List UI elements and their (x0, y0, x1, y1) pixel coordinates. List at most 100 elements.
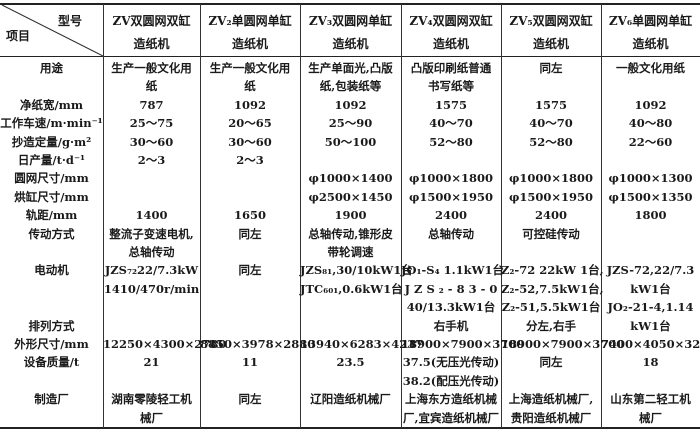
table-cell: 25～75 (129, 116, 174, 131)
table-cell: φ1000×1300 (608, 171, 693, 186)
table-cell: 凸版印刷纸普通 (410, 61, 492, 75)
table-cell: 生产一般文化用 (209, 61, 291, 75)
table-cell: 同左 (238, 263, 262, 278)
table-cell: 11 (241, 355, 258, 370)
table-cell: 总轴传动,锥形皮 (308, 226, 393, 241)
table-cell: 生产一般文化用 (111, 61, 192, 75)
table-cell: 7400×4050×3200 (601, 337, 700, 351)
row-label: 排列方式 (28, 318, 75, 333)
table-cell: kW1台 (630, 281, 671, 296)
table-cell: 8850×3978×2880 (200, 337, 316, 351)
table-cell: Z₂-52,7.5kW1台, (501, 281, 604, 296)
row-label: 制造厂 (34, 392, 69, 407)
table-cell: 25～90 (328, 116, 373, 131)
table-cell: 30～60 (228, 134, 272, 149)
row-label: 抄造定量/g·m² (11, 134, 92, 149)
table-cell: 1092 (634, 97, 667, 112)
table-cell: 1800 (634, 208, 667, 223)
bottom-rule (0, 427, 700, 429)
table-cell: 上海东方造纸机械 (405, 392, 497, 407)
corner-item-label: 项目 (6, 29, 31, 43)
table-cell: 50～100 (324, 134, 377, 149)
table-cell: 贵阳造纸机械厂 (510, 410, 592, 425)
row-label: 电动机 (34, 263, 69, 278)
model-header: 造纸机 (432, 37, 469, 51)
row-label: 外形尺寸/mm (14, 337, 89, 351)
table-cell: 右手机 (433, 318, 469, 333)
model-header: 造纸机 (332, 37, 369, 51)
table-cell: 1900 (334, 208, 367, 223)
table-cell: 上海造纸机械厂, (508, 392, 594, 407)
column-divider (300, 4, 301, 428)
column-divider (601, 4, 602, 428)
table-cell: Z₂-51,5.5kW1台 (501, 300, 601, 315)
table-cell: 同左 (238, 392, 262, 407)
table-cell: 22～60 (628, 134, 673, 149)
table-cell: φ1000×1400 (308, 171, 393, 186)
table-cell: 纸 (145, 79, 158, 94)
table-cell: 生产单面光,凸版 (308, 61, 393, 75)
table-cell: 20～65 (228, 116, 272, 131)
table-cell: 2400 (534, 208, 567, 223)
table-cell: φ1000×1800 (508, 171, 594, 186)
table-cell: 湖南零陵轻工机 (111, 392, 192, 407)
table-cell: 40/13.3kW1台 (406, 300, 496, 315)
table-cell: Z₂-72 22kW 1台, (501, 263, 604, 278)
column-divider (401, 4, 402, 428)
table-cell: 辽阳造纸机械厂 (310, 392, 391, 407)
table-cell: 37.5(无压光传动) (402, 355, 500, 370)
table-cell: 书写纸等 (428, 79, 474, 94)
row-label: 用途 (40, 61, 63, 75)
model-header: ZV双圆网双缸 (112, 14, 191, 28)
diagonal-header-line (1, 4, 104, 57)
model-header: ZV₄双圆网双缸 (409, 14, 493, 28)
table-cell: 1410/470r/min (103, 281, 200, 296)
table-cell: 2～3 (137, 153, 166, 167)
table-cell: 23.5 (336, 355, 365, 370)
row-label: 日产量/t·d⁻¹ (17, 153, 86, 167)
table-cell: 52～80 (529, 134, 573, 149)
table-cell: JO₂-21-4,1.14 (607, 300, 694, 315)
table-cell: 1092 (334, 97, 367, 112)
table-cell: 1575 (434, 97, 467, 112)
row-label: 传动方式 (28, 226, 75, 241)
top-rule (0, 3, 700, 5)
table-cell: kW1台 (630, 318, 671, 333)
table-cell: 纸,包装纸等 (319, 79, 382, 94)
table-cell: 可控硅传动 (522, 226, 580, 241)
table-cell: 一般文化用纸 (616, 61, 685, 75)
table-cell: 40～70 (529, 116, 573, 131)
model-header: ZV₃双圆网单缸 (308, 14, 393, 28)
table-cell: 21 (143, 355, 160, 370)
model-header: ZV₂单圆网单缸 (208, 14, 292, 28)
table-cell: φ1500×1950 (508, 189, 594, 204)
table-cell: 40～80 (628, 116, 673, 131)
table-cell: 13940×6283×4237 (300, 337, 424, 351)
table-cell: 械厂 (639, 410, 662, 425)
table-cell: 1092 (233, 97, 266, 112)
table-cell: JTC₆₀₁,0.6kW1台 (300, 281, 403, 296)
table-cell: 18 (642, 355, 659, 370)
column-divider (103, 4, 104, 428)
table-cell: 厂,宜宾造纸机械厂 (402, 410, 499, 425)
model-header: ZV₆单圆网单缸 (608, 14, 693, 28)
table-cell: 52～80 (429, 134, 473, 149)
header-rule (0, 56, 700, 57)
model-header: 造纸机 (532, 37, 569, 51)
table-cell: 带轮调速 (327, 245, 374, 259)
table-cell: JZS-72,22/7.3 (606, 263, 695, 278)
table-cell: 总轴传动 (128, 245, 175, 259)
row-label: 净纸宽/mm (19, 97, 84, 112)
table-cell: 30～60 (129, 134, 174, 149)
table-cell: 787 (139, 97, 164, 112)
model-header: 造纸机 (231, 37, 268, 51)
table-cell: 18900×7900×3700 (401, 337, 525, 351)
column-divider (501, 4, 502, 428)
table-cell: 总轴传动 (428, 226, 474, 241)
model-header: ZV₅双圆网双缸 (509, 14, 593, 28)
corner-model-label: 型号 (58, 14, 83, 28)
row-label: 烘缸尺寸/mm (14, 189, 89, 204)
table-cell: φ1500×1950 (408, 189, 494, 204)
table-cell: 2～3 (236, 153, 264, 167)
table-cell: 山东第二轻工机 (610, 392, 691, 407)
